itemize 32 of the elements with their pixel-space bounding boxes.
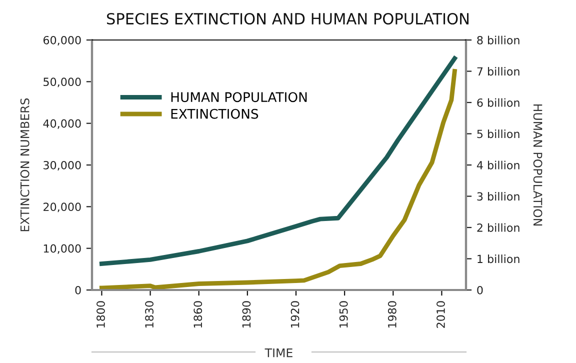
x-tick-label: 1830: [145, 301, 154, 328]
y2-tick-label: 3 billion: [477, 192, 520, 201]
line-series: [99, 56, 457, 266]
y2-tick-label: 7 billion: [477, 67, 520, 76]
y-tick-label: 10,000: [44, 244, 81, 254]
y-tick-label: 40,000: [43, 119, 81, 129]
y-axis-title: EXTINCTION NUMBERS: [20, 98, 30, 232]
y2-axis-title: HUMAN POPULATION: [533, 104, 542, 226]
y2-tick-label: 2 billion: [477, 223, 520, 232]
legend-label: EXTINCTIONS: [171, 108, 258, 119]
y-tick-label: 20,000: [44, 202, 81, 212]
x-tick-label: 1860: [194, 301, 202, 328]
y2-tick-label: 5 billion: [477, 130, 520, 138]
y-tick-label: 0: [75, 286, 81, 294]
x-tick-label: 1800: [96, 301, 105, 328]
legend-label: HUMAN POPULATION: [171, 92, 307, 102]
y-tick-label: 30,000: [44, 160, 81, 171]
chart-title: SPECIES EXTINCTION AND HUMAN POPULATION: [106, 12, 468, 25]
x-tick-label: 2010: [436, 301, 445, 328]
x-tick-label: 1950: [339, 301, 348, 328]
y2-tick-label: 8 billion: [477, 36, 520, 44]
x-tick-label: 1890: [242, 301, 251, 328]
line-series: [99, 69, 457, 290]
x-tick-label: 1980: [388, 301, 396, 328]
y-tick-label: 60,000: [43, 36, 81, 46]
x-axis-title: TIME: [264, 348, 292, 358]
x-tick-label: 1920: [290, 301, 300, 328]
y2-tick-label: 0: [477, 286, 483, 294]
y-tick-label: 50,000: [44, 78, 81, 88]
y2-tick-label: 1 billion: [478, 254, 520, 264]
y2-tick-label: 6 billion: [477, 98, 520, 107]
y2-tick-label: 4 billion: [476, 160, 520, 170]
